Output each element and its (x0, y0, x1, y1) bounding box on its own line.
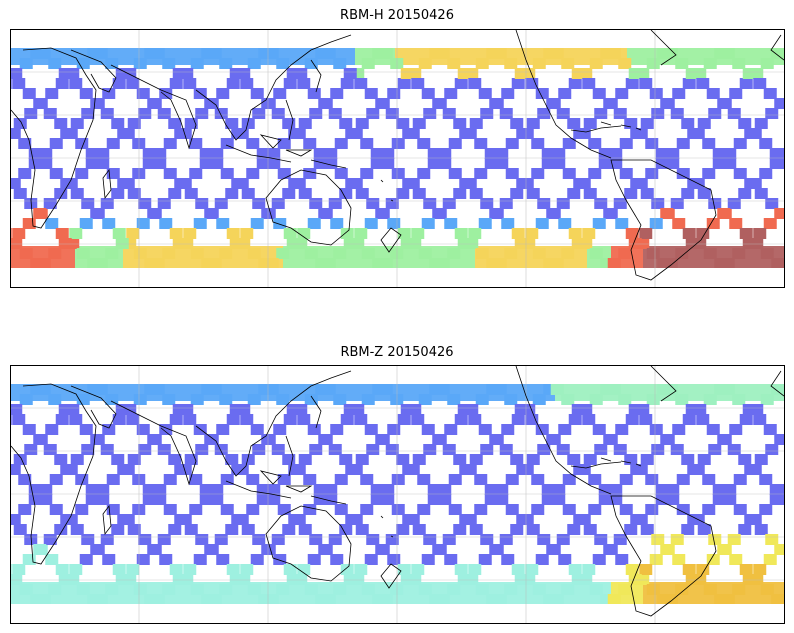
coastlines (11, 366, 784, 617)
rbm-h-map (10, 29, 785, 288)
rbm-h-map-canvas (11, 30, 784, 287)
coastlines (11, 30, 784, 281)
swath-layer (11, 48, 784, 268)
swath-layer (11, 384, 784, 604)
graticule (11, 366, 784, 623)
rbm-z-map (10, 365, 785, 624)
panel-title-rbm-z: RBM-Z 20150426 (340, 345, 454, 360)
panel-title-rbm-h: RBM-H 20150426 (340, 8, 454, 23)
rbm-z-map-canvas (11, 366, 784, 623)
graticule (11, 30, 784, 287)
